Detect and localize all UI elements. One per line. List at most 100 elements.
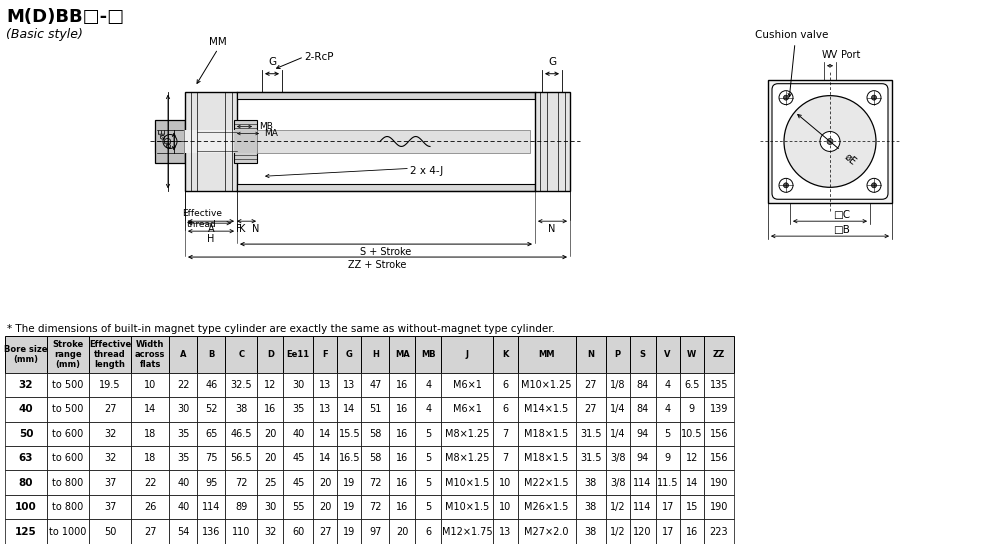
Bar [337, 336, 361, 373]
Bar [630, 373, 656, 397]
Text: 40: 40 [292, 429, 305, 439]
Text: 16: 16 [265, 404, 277, 414]
Text: H: H [372, 350, 379, 359]
Text: Ee11: Ee11 [287, 350, 310, 359]
Text: 13: 13 [499, 526, 512, 537]
Text: M10×1.25: M10×1.25 [521, 380, 571, 390]
Bar [284, 373, 313, 397]
Text: 9: 9 [689, 404, 695, 414]
Text: 156: 156 [709, 429, 728, 439]
Bar [313, 470, 337, 495]
Bar [703, 519, 733, 544]
Text: 27: 27 [584, 404, 597, 414]
Text: 156: 156 [709, 453, 728, 463]
Bar [494, 519, 517, 544]
Text: 6: 6 [502, 404, 509, 414]
Bar [47, 373, 90, 397]
Bar [5, 519, 47, 544]
Text: 20: 20 [396, 526, 408, 537]
Bar [258, 519, 284, 544]
Bar [47, 397, 90, 421]
Bar [225, 336, 258, 373]
Bar [517, 336, 575, 373]
Text: 27: 27 [104, 404, 117, 414]
Text: 47: 47 [369, 380, 381, 390]
Text: 30: 30 [177, 404, 189, 414]
Text: 10: 10 [144, 380, 156, 390]
Text: 75: 75 [205, 453, 217, 463]
Text: 100: 100 [15, 502, 37, 512]
Text: 38: 38 [584, 526, 597, 537]
Text: 65: 65 [205, 429, 217, 439]
Text: 20: 20 [319, 502, 332, 512]
Bar [5, 470, 47, 495]
Bar [197, 495, 225, 519]
Bar [225, 446, 258, 470]
Text: øD: øD [164, 135, 173, 148]
Bar [415, 470, 442, 495]
Bar [494, 470, 517, 495]
Bar [313, 336, 337, 373]
Text: 45: 45 [292, 478, 305, 488]
Text: M8×1.25: M8×1.25 [446, 453, 490, 463]
Bar [606, 519, 630, 544]
Text: 38: 38 [235, 404, 247, 414]
Bar [337, 397, 361, 421]
Text: ZZ: ZZ [712, 350, 725, 359]
Text: 16: 16 [396, 404, 408, 414]
Bar [225, 519, 258, 544]
Bar [284, 397, 313, 421]
Bar [517, 519, 575, 544]
Bar [575, 470, 606, 495]
Text: S: S [640, 350, 646, 359]
Bar [131, 421, 169, 446]
Text: 5: 5 [426, 478, 432, 488]
Bar [131, 373, 169, 397]
FancyBboxPatch shape [772, 84, 888, 199]
Text: 60: 60 [292, 526, 305, 537]
Bar [768, 80, 892, 203]
Text: Effective
thread
length: Effective thread length [89, 340, 131, 370]
Bar [131, 495, 169, 519]
Text: 32: 32 [104, 429, 117, 439]
Bar [234, 130, 257, 154]
Text: 7: 7 [502, 453, 509, 463]
Text: B: B [208, 350, 214, 359]
Text: 16: 16 [396, 429, 408, 439]
Bar [415, 519, 442, 544]
Bar [313, 519, 337, 544]
Text: øE: øE [158, 128, 167, 139]
Bar [225, 495, 258, 519]
Text: K: K [502, 350, 509, 359]
Text: 19.5: 19.5 [100, 380, 121, 390]
Text: 97: 97 [369, 526, 381, 537]
Bar [169, 519, 197, 544]
Bar [494, 336, 517, 373]
Text: A: A [180, 350, 186, 359]
Text: 16: 16 [396, 502, 408, 512]
Text: * The dimensions of built-in magnet type cylinder are exactly the same as withou: * The dimensions of built-in magnet type… [7, 324, 555, 334]
Text: M10×1.5: M10×1.5 [446, 502, 490, 512]
Bar [575, 421, 606, 446]
Text: N: N [588, 350, 595, 359]
Bar [90, 446, 131, 470]
Bar [656, 336, 680, 373]
Circle shape [867, 90, 881, 105]
Text: WV: WV [822, 50, 838, 60]
Bar [656, 519, 680, 544]
Bar [169, 336, 197, 373]
Bar [703, 397, 733, 421]
Text: M8×1.25: M8×1.25 [446, 429, 490, 439]
Bar [442, 336, 494, 373]
Text: 18: 18 [144, 429, 156, 439]
Bar [389, 397, 415, 421]
Bar [656, 397, 680, 421]
Bar [517, 470, 575, 495]
Bar [5, 446, 47, 470]
Text: 63: 63 [19, 453, 33, 463]
Text: G: G [346, 350, 353, 359]
Text: 16.5: 16.5 [339, 453, 360, 463]
Text: 37: 37 [104, 478, 117, 488]
Text: 40: 40 [177, 478, 189, 488]
Bar [442, 446, 494, 470]
